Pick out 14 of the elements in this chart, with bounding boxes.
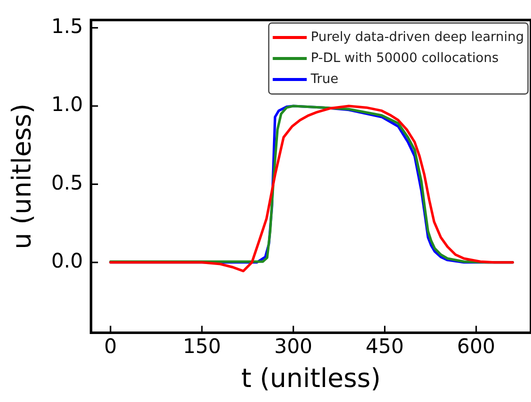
x-tick-label: 0 xyxy=(104,334,117,358)
x-axis-title: t (unitless) xyxy=(241,364,381,394)
legend-label: P-DL with 50000 collocations xyxy=(310,50,499,66)
x-tick-label: 150 xyxy=(182,334,222,358)
x-tick-label: 450 xyxy=(366,334,404,358)
x-tick-label: 600 xyxy=(457,334,496,358)
y-axis-title: u (unitless) xyxy=(7,104,38,250)
y-tick-label: 1.5 xyxy=(51,14,84,38)
legend-label: Purely data-driven deep learning xyxy=(310,30,524,45)
y-tick-label: 0.5 xyxy=(51,170,84,194)
y-tick-label: 0.0 xyxy=(51,248,84,273)
x-tick-label: 300 xyxy=(274,334,312,358)
y-tick-label: 1.0 xyxy=(51,92,84,116)
legend-label: True xyxy=(310,72,338,87)
